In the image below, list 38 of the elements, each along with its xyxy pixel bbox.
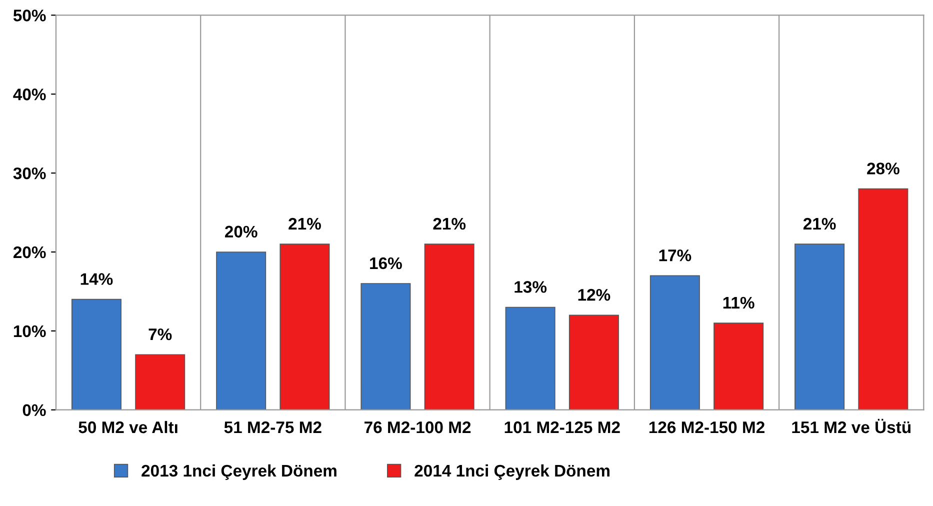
data-label: 21%	[803, 218, 836, 230]
bar	[650, 275, 700, 410]
data-label: 20%	[224, 226, 258, 238]
legend-label: 2013 1nci Çeyrek Dönem	[142, 464, 336, 480]
x-tick-label: 76 M2-100 M2	[364, 421, 471, 434]
data-label: 14%	[80, 273, 113, 285]
y-tick-label: 20%	[13, 246, 46, 258]
legend-label: 2014 1nci Çeyrek Dönem	[414, 464, 610, 480]
bar	[135, 354, 186, 410]
bar	[360, 283, 411, 410]
x-tick-label: 126 M2-150 M2	[649, 421, 764, 434]
x-tick-label: 51 M2-75 M2	[224, 421, 322, 434]
x-tick-label: 101 M2-125 M2	[504, 421, 620, 434]
data-label: 16%	[370, 257, 402, 270]
bar	[858, 188, 908, 410]
x-tick-label: 50 M2 ve Altı	[78, 420, 178, 434]
data-label: 17%	[659, 250, 692, 262]
bar	[280, 244, 330, 410]
data-label: 12%	[578, 288, 610, 301]
data-label: 7%	[148, 328, 172, 340]
bar	[216, 252, 266, 410]
x-tick-label: 151 M2 ve Üstü	[792, 418, 910, 434]
bar	[505, 306, 556, 410]
data-label: 28%	[867, 162, 900, 174]
data-label: 11%	[723, 296, 754, 309]
data-label: 13%	[514, 281, 547, 293]
data-label: 21%	[288, 218, 321, 230]
y-tick-label: 40%	[13, 88, 46, 100]
bar	[568, 314, 619, 410]
y-tick-label: 0%	[22, 404, 46, 416]
bar	[71, 298, 122, 410]
bar	[424, 244, 474, 410]
y-tick-label: 10%	[14, 325, 46, 338]
y-tick-label: 50%	[13, 10, 46, 22]
bar	[714, 322, 764, 410]
y-tick-label: 30%	[13, 167, 46, 180]
data-label: 21%	[433, 218, 466, 230]
bar	[794, 244, 845, 410]
